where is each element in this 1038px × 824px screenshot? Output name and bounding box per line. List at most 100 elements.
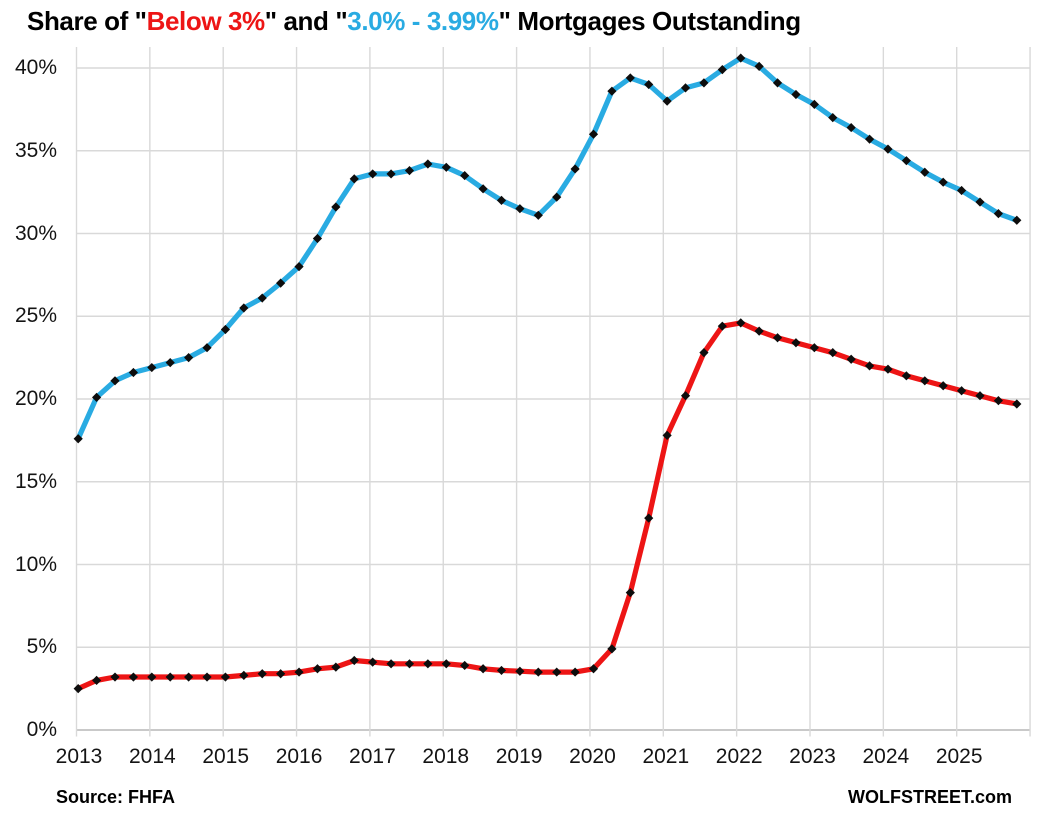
data-point-3-0-3-99--2016Q4 [349, 174, 359, 184]
y-axis-label-30%: 30% [14, 221, 57, 245]
data-point-below-3--2015Q2 [239, 670, 249, 680]
x-axis-label-2021: 2021 [642, 745, 690, 768]
data-point-3-0-3-99--2015Q2 [239, 303, 249, 313]
y-axis-label-5%: 5% [26, 635, 57, 659]
data-point-3-0-3-99--2015Q1 [220, 324, 231, 335]
data-point-below-3--2016Q4 [349, 655, 359, 666]
data-point-below-3--2025Q3 [993, 396, 1003, 406]
data-point-3-0-3-99--2019Q2 [533, 210, 543, 220]
x-axis-label-2019: 2019 [495, 745, 543, 768]
data-point-3-0-3-99--2016Q1 [294, 262, 304, 272]
data-point-below-3--2013Q4 [128, 672, 139, 682]
data-point-3-0-3-99--2014Q4 [202, 343, 212, 353]
data-point-below-3--2019Q1 [515, 666, 525, 676]
data-point-3-0-3-99--2014Q2 [165, 357, 175, 368]
data-point-below-3--2024Q4 [938, 381, 948, 391]
x-axis-label-2017: 2017 [349, 745, 396, 768]
data-point-below-3--2023Q3 [846, 354, 856, 364]
data-point-3-0-3-99--2017Q2 [386, 169, 396, 179]
data-point-below-3--2021Q4 [717, 321, 727, 331]
data-point-3-0-3-99--2013Q2 [92, 392, 102, 402]
data-point-3-0-3-99--2017Q3 [404, 166, 415, 176]
data-point-3-0-3-99--2013Q4 [128, 367, 139, 378]
data-point-3-0-3-99--2014Q1 [147, 362, 157, 373]
data-point-3-0-3-99--2023Q4 [864, 134, 875, 144]
data-point-below-3--2017Q4 [423, 659, 433, 669]
data-point-below-3--2025Q4 [1012, 399, 1022, 409]
data-point-below-3--2014Q4 [202, 672, 212, 682]
data-point-below-3--2023Q1 [809, 343, 819, 353]
data-point-3-0-3-99--2018Q4 [496, 195, 507, 205]
data-point-3-0-3-99--2023Q2 [828, 113, 838, 123]
data-point-below-3--2018Q1 [441, 659, 451, 669]
y-axis-label-35%: 35% [14, 138, 57, 162]
data-point-3-0-3-99--2017Q4 [423, 159, 433, 169]
data-point-below-3--2025Q1 [956, 386, 967, 396]
y-axis-label-10%: 10% [14, 552, 57, 576]
data-point-3-0-3-99--2015Q3 [257, 293, 267, 303]
data-point-below-3--2020Q3 [625, 588, 635, 598]
data-point-3-0-3-99--2018Q2 [460, 170, 470, 181]
data-point-3-0-3-99--2021Q4 [717, 65, 727, 75]
data-point-3-0-3-99--2025Q4 [1012, 215, 1022, 225]
data-point-below-3--2022Q1 [736, 318, 746, 328]
data-point-below-3--2018Q2 [460, 660, 470, 671]
data-point-3-0-3-99--2021Q1 [662, 96, 672, 106]
data-point-3-0-3-99--2017Q1 [368, 169, 378, 179]
data-point-below-3--2025Q2 [975, 391, 985, 401]
data-point-below-3--2016Q2 [312, 664, 323, 674]
data-point-below-3--2021Q1 [662, 430, 672, 441]
data-point-3-0-3-99--2022Q3 [772, 78, 783, 88]
data-point-3-0-3-99--2020Q1 [588, 129, 599, 139]
y-axis-label-40%: 40% [14, 56, 57, 79]
data-point-below-3--2024Q2 [901, 371, 911, 381]
data-point-below-3--2014Q1 [147, 672, 157, 682]
data-point-below-3--2017Q2 [386, 659, 396, 669]
data-point-3-0-3-99--2018Q3 [478, 184, 488, 194]
data-point-below-3--2016Q3 [331, 662, 341, 672]
y-axis-label-15%: 15% [14, 469, 57, 493]
data-point-below-3--2022Q3 [772, 333, 783, 343]
data-point-3-0-3-99--2024Q4 [938, 177, 948, 187]
brand-watermark: WOLFSTREET.com [847, 787, 1012, 807]
data-point-3-0-3-99--2019Q1 [515, 204, 525, 214]
data-point-below-3--2016Q1 [294, 667, 304, 677]
y-axis-label-20%: 20% [14, 387, 57, 410]
data-point-below-3--2019Q3 [552, 667, 562, 677]
x-axis-label-2015: 2015 [202, 745, 250, 768]
data-point-below-3--2021Q3 [699, 348, 709, 358]
x-axis-label-2025: 2025 [935, 745, 983, 768]
data-point-3-0-3-99--2015Q4 [276, 278, 286, 288]
x-axis-label-2016: 2016 [275, 745, 323, 768]
series-line-3-0-3-99- [75, 55, 1020, 442]
data-point-3-0-3-99--2014Q3 [184, 353, 194, 363]
data-point-below-3--2020Q2 [607, 644, 617, 654]
x-axis-label-2013: 2013 [55, 745, 103, 768]
data-point-below-3--2015Q4 [276, 669, 286, 679]
data-point-3-0-3-99--2020Q2 [607, 86, 617, 96]
title-segment-2: " and " [264, 6, 348, 36]
data-point-3-0-3-99--2021Q3 [699, 78, 709, 88]
data-point-below-3--2023Q2 [828, 348, 838, 358]
data-point-3-0-3-99--2022Q1 [736, 53, 746, 63]
data-point-below-3--2019Q2 [533, 667, 543, 677]
data-point-3-0-3-99--2016Q2 [312, 233, 323, 244]
data-point-3-0-3-99--2025Q2 [975, 197, 985, 207]
data-point-3-0-3-99--2023Q3 [846, 122, 856, 133]
data-point-3-0-3-99--2018Q1 [441, 162, 451, 172]
data-point-below-3--2017Q3 [404, 659, 415, 669]
y-axis-label-0%: 0% [26, 718, 57, 741]
x-axis-label-2018: 2018 [422, 745, 470, 768]
series-line-below-3- [75, 320, 1020, 692]
data-point-below-3--2022Q4 [791, 338, 801, 348]
data-point-below-3--2013Q1 [73, 684, 83, 694]
data-point-3-0-3-99--2020Q4 [644, 79, 654, 90]
source-attribution: Source: FHFA [56, 787, 176, 807]
data-point-3-0-3-99--2013Q1 [73, 434, 83, 444]
x-axis-label-2022: 2022 [715, 745, 763, 768]
data-point-3-0-3-99--2023Q1 [809, 99, 819, 110]
data-point-below-3--2024Q1 [883, 364, 893, 374]
data-point-3-0-3-99--2024Q1 [883, 144, 893, 154]
